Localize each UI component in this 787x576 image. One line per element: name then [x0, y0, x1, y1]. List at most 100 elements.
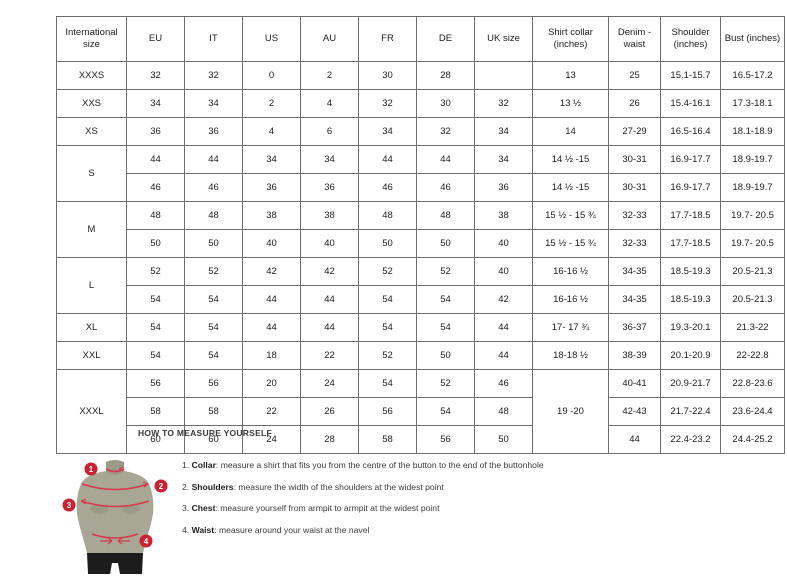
table-row: XL 54 54 44 44 54 54 44 17- 17 ¾ 36-37 1…: [56, 313, 785, 342]
cell-us: 44: [242, 285, 301, 314]
cell-shoulder: 22.4-23.2: [660, 425, 721, 454]
cell-eu: 46: [126, 173, 185, 202]
cell-uk: 40: [474, 229, 533, 258]
cell-uk: 44: [474, 313, 533, 342]
cell-collar: 16-16 ½: [532, 285, 609, 314]
marker-4: 4: [139, 534, 153, 548]
cell-collar: 13: [532, 61, 609, 90]
cell-uk: 50: [474, 425, 533, 454]
measure-instruction-shoulders-number: 2.: [182, 481, 190, 492]
cell-de: 50: [416, 229, 475, 258]
cell-it: 34: [184, 89, 243, 118]
cell-denim: 40-41: [608, 369, 661, 398]
cell-it: 52: [184, 257, 243, 286]
cell-denim: 27-29: [608, 117, 661, 146]
waist-measure-line: [91, 533, 139, 539]
cell-international-size: XS: [56, 117, 127, 146]
cell-uk: 38: [474, 201, 533, 230]
cell-de: 32: [416, 117, 475, 146]
cell-bust: 22.8-23.6: [720, 369, 785, 398]
cell-fr: 54: [358, 313, 417, 342]
cell-denim: 34-35: [608, 257, 661, 286]
cell-bust: 18.9-19.7: [720, 145, 785, 174]
cell-international-size: XL: [56, 313, 127, 342]
cell-bust: 18.1-18.9: [720, 117, 785, 146]
marker-3-label: 3: [67, 501, 72, 510]
table-row: 46 46 36 36 46 46 36 14 ½ -15 30-31 16.9…: [57, 173, 785, 202]
measure-instruction-shoulders: 2. Shoulders: measure the width of the s…: [182, 482, 544, 494]
cell-de: 54: [416, 285, 475, 314]
cell-denim: 30-31: [608, 145, 661, 174]
cell-collar: 15 ½ - 15 ¾: [532, 229, 609, 258]
cell-denim: 42-43: [608, 397, 661, 426]
cell-fr: 56: [358, 397, 417, 426]
measure-instruction-waist-text: : measure around your waist at the navel: [214, 524, 370, 535]
measure-instruction-collar-text: : measure a shirt that fits you from the…: [215, 460, 544, 470]
cell-fr: 50: [358, 229, 417, 258]
cell-collar: 18-18 ½: [532, 341, 609, 370]
measure-instruction-chest-number: 3.: [182, 503, 190, 514]
measure-instruction-waist: 4. Waist: measure around your waist at t…: [182, 525, 544, 537]
cell-uk: 34: [474, 145, 533, 174]
cell-de: 56: [416, 425, 475, 454]
cell-au: 6: [300, 117, 359, 146]
table-header: International size EU IT US AU FR DE UK …: [56, 16, 785, 62]
cell-bust: 19.7- 20.5: [720, 201, 785, 230]
cell-au: 22: [300, 341, 359, 370]
cell-shoulder: 15.4-16.1: [660, 89, 721, 118]
cell-it: 32: [184, 61, 243, 90]
shorts-shape: [87, 553, 143, 574]
cell-de: 46: [416, 173, 475, 202]
column-header-eu: EU: [126, 16, 185, 62]
cell-shoulder: 17.7-18.5: [660, 229, 721, 258]
cell-fr: 32: [358, 89, 417, 118]
cell-shoulder: 20.9-21.7: [660, 369, 721, 398]
cell-shoulder: 18.5-19.3: [660, 285, 721, 314]
cell-eu: 56: [126, 369, 185, 398]
cell-international-size: M: [56, 201, 127, 258]
shoulder-measure-line: [81, 483, 149, 491]
collar-arrow: [118, 466, 124, 472]
cell-us: 0: [242, 61, 301, 90]
measure-instruction-shoulders-term: Shoulders: [191, 481, 234, 492]
cell-au: 4: [300, 89, 359, 118]
cell-uk: [474, 61, 533, 90]
cell-collar: 14 ½ -15: [532, 145, 609, 174]
cell-collar: 14: [532, 117, 609, 146]
cell-denim: 26: [608, 89, 661, 118]
cell-au: 28: [300, 425, 359, 454]
table-row: 54 54 44 44 54 54 42 16-16 ½ 34-35 18.5-…: [57, 285, 785, 314]
cell-uk: 48: [474, 397, 533, 426]
cell-it: 54: [184, 313, 243, 342]
cell-us: 4: [242, 117, 301, 146]
cell-shoulder: 16.9-17.7: [660, 145, 721, 174]
cell-it: 48: [184, 201, 243, 230]
cell-us: 22: [242, 397, 301, 426]
cell-international-size: S: [56, 145, 127, 202]
table-row: L 52 52 42 42 52 52 40 16-16 ½ 34-35 18.…: [56, 257, 785, 314]
column-header-au: AU: [300, 16, 359, 62]
table-row: 50 50 40 40 50 50 40 15 ½ - 15 ¾ 32-33 1…: [57, 229, 785, 258]
chest-measure-line: [80, 500, 150, 508]
cell-fr: 54: [358, 369, 417, 398]
cell-it: 60: [184, 425, 243, 454]
column-header-fr: FR: [358, 16, 417, 62]
cell-shoulder: 17.7-18.5: [660, 201, 721, 230]
table-row: XXXL 56 56 20 24 54 52 46 19 -20 40-41 2…: [56, 369, 785, 454]
cell-de: 52: [416, 257, 475, 286]
table-row: XXXS 32 32 0 2 30 28 13 25 15.1-15.7 16.…: [56, 61, 785, 90]
how-to-measure-title: HOW TO MEASURE YOURSELF: [138, 428, 272, 438]
column-header-it: IT: [184, 16, 243, 62]
cell-denim: 32-33: [608, 229, 661, 258]
cell-fr: 34: [358, 117, 417, 146]
cell-eu: 60: [126, 425, 185, 454]
cell-bust: 21.3-22: [720, 313, 785, 342]
cell-eu: 36: [126, 117, 185, 146]
cell-shoulder: 18.5-19.3: [660, 257, 721, 286]
cell-uk: 44: [474, 341, 533, 370]
cell-eu: 58: [126, 397, 185, 426]
cell-uk: 34: [474, 117, 533, 146]
column-header-international-size: International size: [56, 16, 127, 62]
cell-eu: 44: [126, 145, 185, 174]
cell-eu: 48: [126, 201, 185, 230]
